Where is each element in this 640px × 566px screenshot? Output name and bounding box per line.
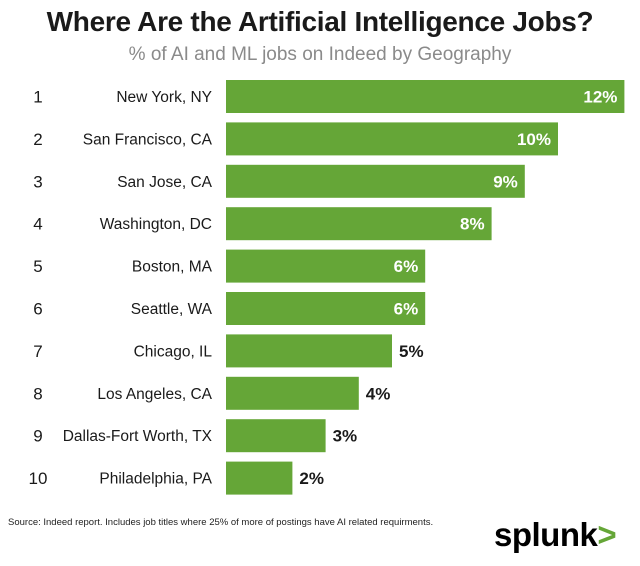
bar (226, 419, 326, 453)
data-label: 5% (399, 342, 424, 361)
category-label: Chicago, IL (134, 343, 213, 360)
bar (226, 122, 558, 156)
rank-label: 4 (33, 215, 42, 234)
data-label: 9% (493, 172, 518, 191)
chart-title: Where Are the Artificial Intelligence Jo… (46, 6, 594, 37)
category-label: Seattle, WA (131, 301, 213, 318)
category-label: Washington, DC (100, 216, 212, 233)
data-label: 2% (299, 469, 324, 488)
bar (226, 292, 426, 325)
data-label: 6% (394, 300, 419, 319)
bar-chart: 1 New York, NY 12% 2 San Francisco, CA 10% 3 Sa… (29, 80, 625, 495)
rank-label: 2 (33, 130, 42, 149)
splunk-logo: splunk> (494, 516, 617, 554)
logo-chevron-icon: > (597, 516, 617, 553)
category-label: San Jose, CA (117, 174, 212, 191)
bar (226, 376, 359, 410)
rank-label: 1 (33, 88, 42, 107)
bar (226, 461, 293, 495)
bar (226, 207, 492, 241)
rank-label: 6 (33, 300, 42, 319)
category-label: New York, NY (116, 89, 212, 106)
chart-subtitle: % of AI and ML jobs on Indeed by Geograp… (128, 44, 512, 65)
category-label: Boston, MA (132, 259, 213, 276)
data-label: 3% (333, 427, 358, 446)
rank-label: 3 (33, 172, 42, 191)
logo-text: splunk (494, 516, 598, 553)
data-label: 8% (460, 215, 485, 234)
rank-label: 5 (33, 257, 42, 276)
bar (226, 334, 392, 368)
data-label: 12% (583, 88, 617, 107)
data-label: 4% (366, 384, 391, 403)
category-label: San Francisco, CA (83, 131, 213, 148)
source-note: Source: Indeed report. Includes job titl… (8, 517, 434, 528)
data-label: 6% (394, 257, 419, 276)
rank-label: 7 (33, 342, 42, 361)
rank-label: 10 (29, 469, 48, 488)
bar (226, 164, 525, 198)
category-label: Philadelphia, PA (99, 471, 212, 488)
rank-label: 8 (33, 384, 42, 403)
category-label: Los Angeles, CA (97, 386, 212, 403)
category-label: Dallas-Fort Worth, TX (63, 428, 213, 445)
data-label: 10% (517, 130, 551, 149)
bar (226, 80, 625, 113)
rank-label: 9 (33, 427, 42, 446)
bar (226, 249, 426, 283)
